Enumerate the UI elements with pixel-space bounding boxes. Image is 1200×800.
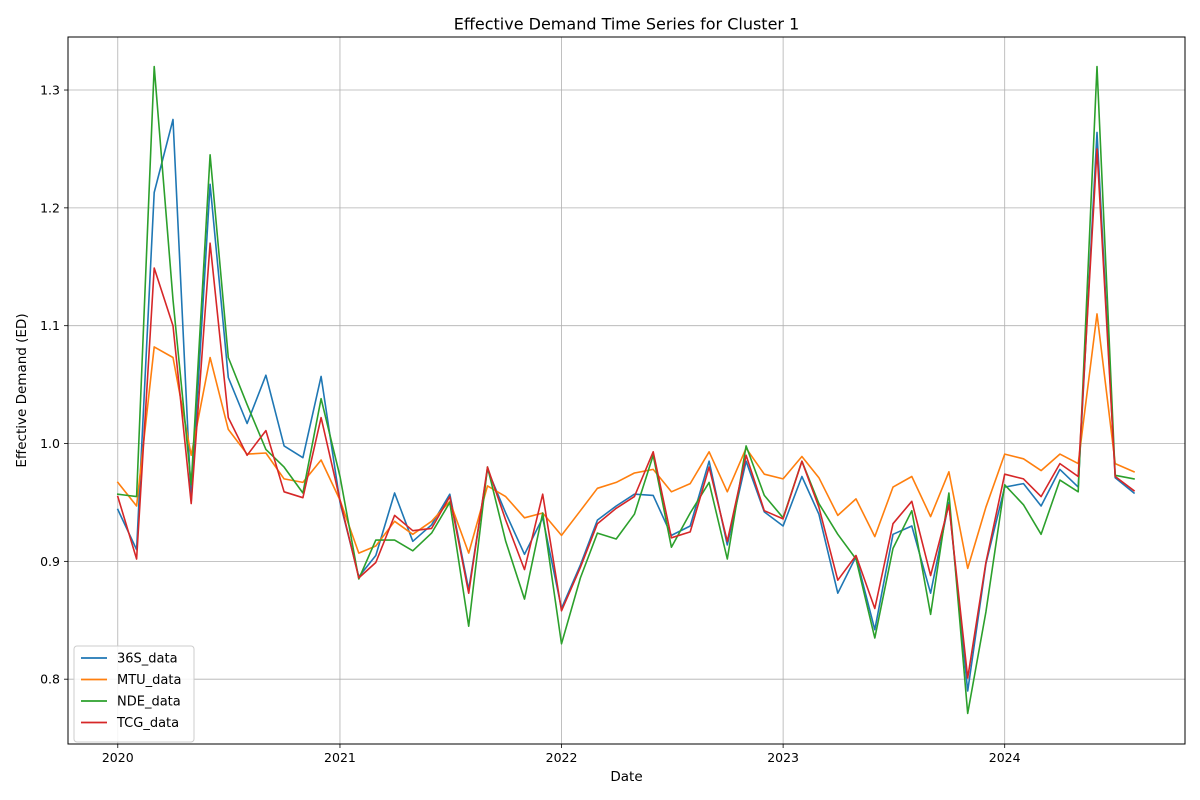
x-tick-label: 2021 xyxy=(324,750,356,765)
plot-frame xyxy=(67,36,1186,745)
series-line-nde-data xyxy=(116,65,1135,715)
y-tick-label: 1.3 xyxy=(40,83,60,98)
legend-label: NDE_data xyxy=(117,695,181,710)
x-tick-label: 2022 xyxy=(546,750,578,765)
y-axis: 0.8 0.9 1.0 1.1 1.2 1.3 xyxy=(40,83,68,687)
legend-label: MTU_data xyxy=(117,673,181,688)
y-tick-label: 0.8 xyxy=(40,672,60,687)
series-lines xyxy=(116,65,1136,715)
y-tick-label: 0.9 xyxy=(40,554,60,569)
x-tick-label: 2023 xyxy=(767,750,799,765)
series-line-mtu-data xyxy=(116,313,1136,570)
legend-label: 36S_data xyxy=(117,652,178,667)
legend: 36S_data MTU_data NDE_data TCG_data xyxy=(73,645,195,743)
legend-label: TCG_data xyxy=(116,716,179,731)
x-tick-label: 2024 xyxy=(989,750,1021,765)
series-line-36s-data xyxy=(116,118,1136,692)
series-line-tcg-data xyxy=(116,148,1136,679)
y-tick-label: 1.0 xyxy=(40,436,60,451)
grid-lines xyxy=(68,37,1185,744)
y-tick-label: 1.2 xyxy=(40,200,60,215)
y-axis-title: Effective Demand (ED) xyxy=(14,313,30,467)
x-axis-title: Date xyxy=(610,769,642,785)
x-tick-label: 2020 xyxy=(102,750,134,765)
legend-box xyxy=(73,645,195,743)
y-tick-label: 1.1 xyxy=(40,318,60,333)
x-axis: 2020 2021 2022 2023 2024 xyxy=(102,744,1021,765)
chart-title: Effective Demand Time Series for Cluster… xyxy=(454,15,800,34)
